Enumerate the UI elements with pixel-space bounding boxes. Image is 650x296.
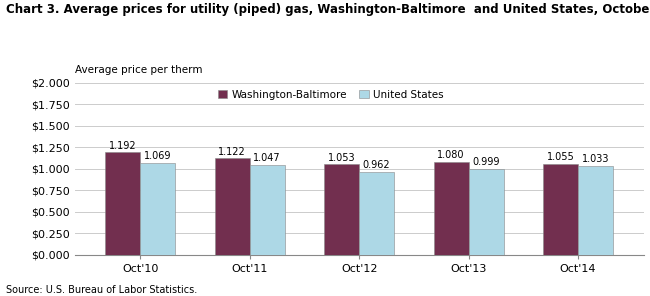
Bar [359,172,394,255]
Text: Average price per therm: Average price per therm [75,65,202,75]
Text: 1.047: 1.047 [254,153,281,163]
Legend: Washington-Baltimore, United States: Washington-Baltimore, United States [218,90,443,100]
Text: Source: U.S. Bureau of Labor Statistics.: Source: U.S. Bureau of Labor Statistics. [6,284,198,295]
Bar [434,162,469,255]
Text: Chart 3. Average prices for utility (piped) gas, Washington-Baltimore  and Unite: Chart 3. Average prices for utility (pip… [6,3,650,16]
Text: 0.999: 0.999 [473,157,500,167]
Bar [543,164,578,255]
Bar [578,166,613,255]
Text: 1.080: 1.080 [437,150,465,160]
Text: 1.122: 1.122 [218,147,246,157]
Text: 1.055: 1.055 [547,152,574,163]
Text: 0.962: 0.962 [363,160,391,170]
Text: 1.033: 1.033 [582,154,609,164]
Bar [469,169,504,255]
Bar [140,163,176,255]
Bar [324,164,359,255]
Bar [105,152,140,255]
Text: 1.192: 1.192 [109,141,136,151]
Bar [250,165,285,255]
Bar [214,158,250,255]
Text: 1.069: 1.069 [144,151,172,161]
Text: 1.053: 1.053 [328,153,356,163]
